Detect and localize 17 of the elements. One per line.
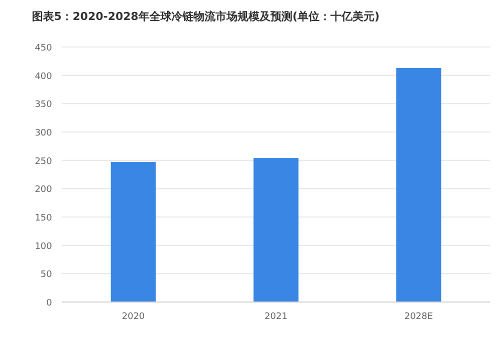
y-tick-label: 0 bbox=[46, 298, 52, 308]
y-tick-label: 300 bbox=[34, 128, 52, 138]
bar bbox=[110, 162, 156, 302]
bar bbox=[396, 68, 442, 302]
y-tick-label: 200 bbox=[34, 185, 52, 196]
chart-title: 图表5：2020-2028年全球冷链物流市场规模及预测(单位：十亿美元) bbox=[32, 10, 380, 23]
y-tick-label: 450 bbox=[34, 44, 52, 54]
y-tick-label: 150 bbox=[34, 214, 52, 224]
x-tick-label: 2021 bbox=[264, 312, 288, 322]
y-tick-label: 350 bbox=[34, 100, 52, 110]
x-tick-label: 2028E bbox=[404, 312, 434, 322]
y-tick-label: 400 bbox=[34, 72, 52, 82]
x-tick-label: 2020 bbox=[122, 312, 146, 322]
bar bbox=[254, 158, 298, 302]
y-tick-label: 50 bbox=[40, 270, 52, 280]
y-tick-label: 100 bbox=[34, 242, 52, 252]
y-tick-label: 250 bbox=[34, 156, 52, 167]
